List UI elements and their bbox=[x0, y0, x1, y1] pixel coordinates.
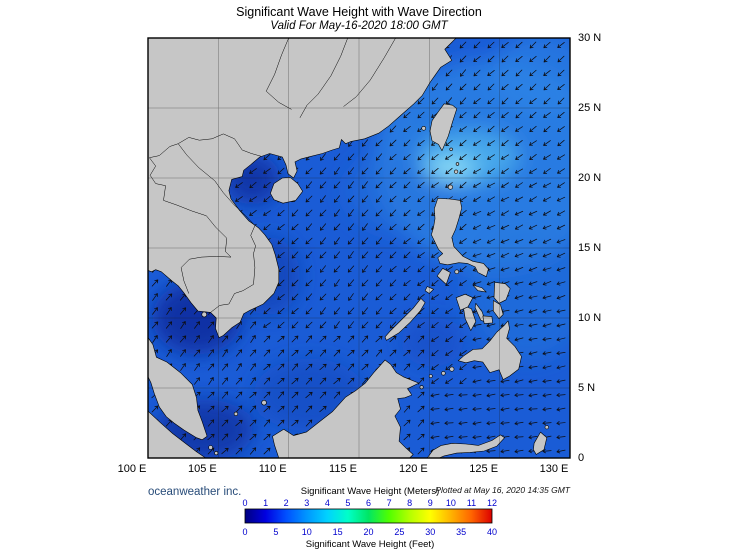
colorbar-gradient bbox=[244, 508, 493, 524]
colorbar-title-feet: Significant Wave Height (Feet) bbox=[305, 539, 435, 550]
colorbar-title-meters: Significant Wave Height (Meters) bbox=[300, 486, 440, 497]
political-borders-layer bbox=[149, 38, 396, 313]
graticule-layer bbox=[148, 38, 570, 458]
plotted-timestamp: Plotted at May 16, 2020 14:35 GMT bbox=[435, 485, 570, 495]
map-frame bbox=[147, 37, 571, 459]
chart-valid-subtitle: Valid For May-16-2020 18:00 GMT bbox=[270, 20, 448, 32]
oceanweather-credit: oceanweather inc. bbox=[148, 486, 242, 498]
land-layer bbox=[148, 38, 549, 458]
chart-title: Significant Wave Height with Wave Direct… bbox=[236, 5, 482, 19]
map-clip-group bbox=[148, 38, 570, 458]
